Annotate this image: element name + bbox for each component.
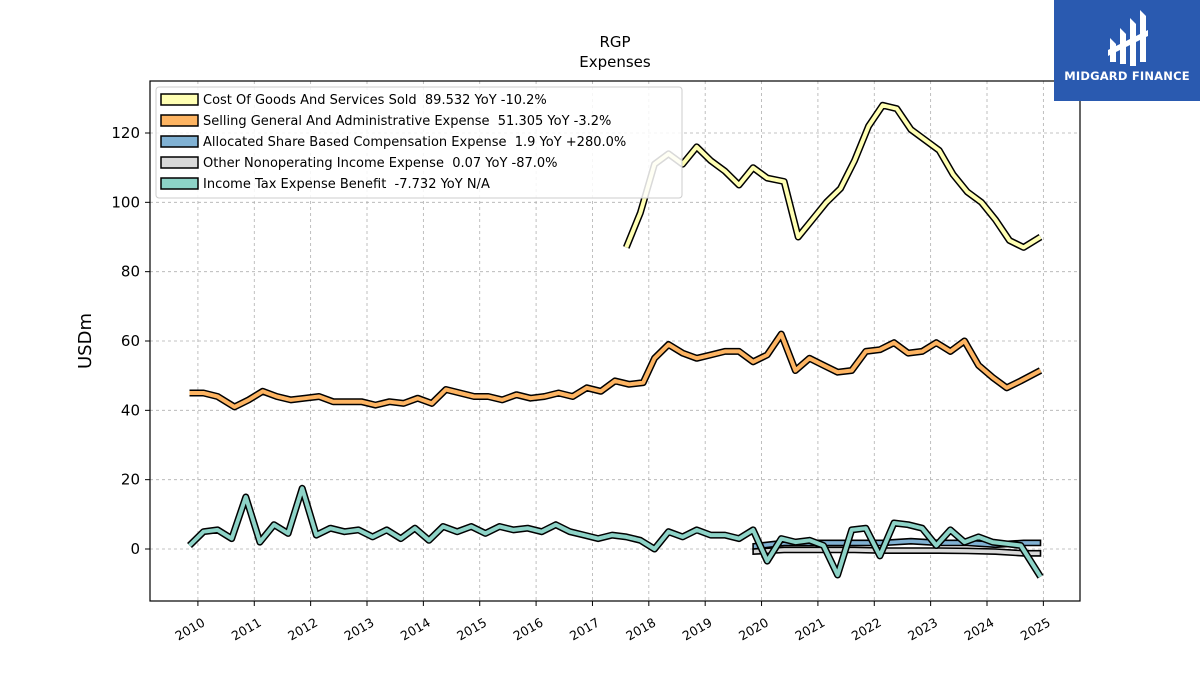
x-tick-label: 2016 <box>511 615 546 644</box>
x-tick-label: 2025 <box>1018 615 1053 644</box>
chart-title: RGP <box>599 33 630 51</box>
x-tick-label: 2012 <box>285 615 320 644</box>
series-band <box>752 546 1042 557</box>
legend-entry: Income Tax Expense Benefit -7.732 YoY N/… <box>203 177 490 192</box>
logo-text: MIDGARD FINANCE <box>1064 69 1190 83</box>
legend-swatch <box>160 177 199 190</box>
x-tick-label: 2014 <box>398 615 433 644</box>
y-tick-label: 20 <box>121 471 140 489</box>
midgard-logo-icon <box>1108 10 1148 66</box>
legend-swatch <box>160 114 199 127</box>
y-axis: 0 20 40 60 80 100 120 <box>111 124 150 558</box>
legend-entry: Cost Of Goods And Services Sold 89.532 Y… <box>203 93 547 108</box>
y-tick-label: 80 <box>121 263 140 281</box>
x-tick-label: 2018 <box>623 615 658 644</box>
chart-subtitle: Expenses <box>579 53 651 71</box>
x-tick-label: 2024 <box>961 615 996 644</box>
midgard-finance-logo: MIDGARD FINANCE <box>1054 0 1200 101</box>
series-line <box>189 332 1042 409</box>
y-tick-label: 120 <box>111 124 140 142</box>
x-tick-label: 2021 <box>792 615 827 644</box>
x-axis: 2010 2011 2012 2013 2014 2015 2016 2017 2018 2019… <box>172 601 1053 644</box>
y-tick-label: 40 <box>121 401 140 419</box>
x-tick-label: 2010 <box>172 615 207 644</box>
legend-swatch <box>160 135 199 148</box>
series-0 <box>623 101 1043 251</box>
x-tick-label: 2011 <box>229 615 264 644</box>
legend-entry: Allocated Share Based Compensation Expen… <box>203 135 626 150</box>
legend-entry: Selling General And Administrative Expen… <box>203 114 611 129</box>
series-line <box>188 486 1043 578</box>
x-tick-label: 2022 <box>849 615 884 644</box>
y-tick-label: 60 <box>121 332 140 350</box>
series-line <box>624 103 1042 250</box>
grid-lines <box>150 81 1080 601</box>
x-tick-label: 2020 <box>736 615 771 644</box>
x-tick-label: 2015 <box>454 615 489 644</box>
series-1 <box>189 330 1043 411</box>
legend-box <box>155 86 683 199</box>
x-tick-label: 2013 <box>341 615 376 644</box>
series-layer <box>187 101 1044 579</box>
y-tick-label: 100 <box>111 193 140 211</box>
x-tick-label: 2023 <box>905 615 940 644</box>
legend-entry: Other Nonoperating Income Expense 0.07 Y… <box>203 156 558 171</box>
x-tick-label: 2019 <box>680 615 715 644</box>
legend-swatch <box>160 156 199 169</box>
legend: Cost Of Goods And Services Sold 89.532 Y… <box>155 86 683 199</box>
y-axis-label: USDm <box>75 313 96 369</box>
series-outline <box>623 101 1043 251</box>
y-tick-label: 0 <box>130 540 140 558</box>
x-tick-label: 2017 <box>567 615 602 644</box>
series-4 <box>187 484 1044 579</box>
legend-swatch <box>160 93 199 106</box>
series-3 <box>752 546 1042 557</box>
